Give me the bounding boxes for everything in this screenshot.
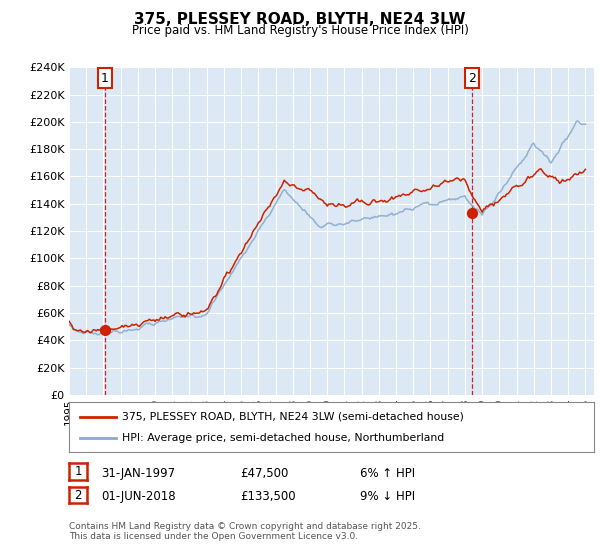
- Text: 9% ↓ HPI: 9% ↓ HPI: [360, 490, 415, 503]
- Text: 375, PLESSEY ROAD, BLYTH, NE24 3LW (semi-detached house): 375, PLESSEY ROAD, BLYTH, NE24 3LW (semi…: [121, 412, 463, 422]
- Point: [100, 325, 110, 334]
- Point: [467, 208, 477, 217]
- Text: 1: 1: [101, 72, 109, 85]
- Text: 6% ↑ HPI: 6% ↑ HPI: [360, 466, 415, 480]
- Text: 01-JUN-2018: 01-JUN-2018: [101, 490, 175, 503]
- Text: 2: 2: [74, 488, 82, 502]
- Text: HPI: Average price, semi-detached house, Northumberland: HPI: Average price, semi-detached house,…: [121, 433, 444, 443]
- Text: 375, PLESSEY ROAD, BLYTH, NE24 3LW: 375, PLESSEY ROAD, BLYTH, NE24 3LW: [134, 12, 466, 27]
- Text: 31-JAN-1997: 31-JAN-1997: [101, 466, 175, 480]
- Text: £47,500: £47,500: [240, 466, 289, 480]
- Text: £133,500: £133,500: [240, 490, 296, 503]
- Text: 1: 1: [74, 465, 82, 478]
- Text: Contains HM Land Registry data © Crown copyright and database right 2025.
This d: Contains HM Land Registry data © Crown c…: [69, 522, 421, 542]
- Text: 2: 2: [468, 72, 476, 85]
- Text: Price paid vs. HM Land Registry's House Price Index (HPI): Price paid vs. HM Land Registry's House …: [131, 24, 469, 37]
